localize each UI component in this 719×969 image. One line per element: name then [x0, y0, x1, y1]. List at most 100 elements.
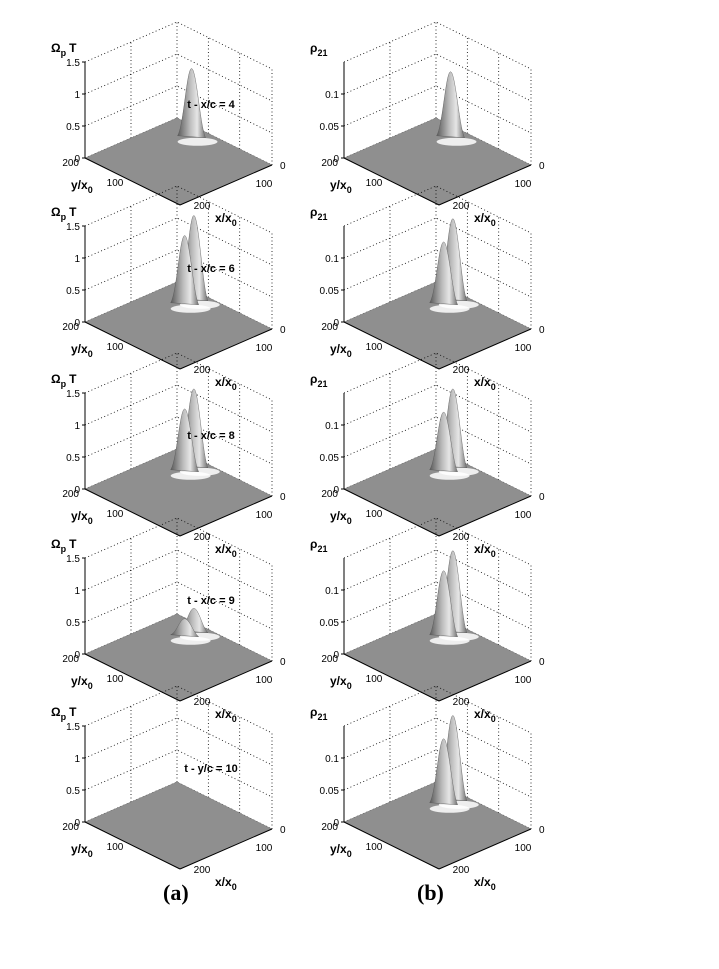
- peak-shadow: [429, 636, 470, 645]
- z-tick-label: 0.05: [320, 618, 340, 629]
- caption-a: (a): [163, 880, 189, 905]
- y-axis-label: y/x0: [71, 842, 93, 859]
- z-tick-label: 0: [74, 154, 80, 165]
- z-tick-label: 0.5: [66, 618, 80, 629]
- x-axis-label: x/x0: [215, 875, 237, 892]
- z-gridline: [343, 53, 532, 102]
- x-tick-label: 0: [280, 657, 286, 668]
- z-tick-label: 0.05: [320, 122, 340, 133]
- z-tick-label: 0.5: [66, 786, 80, 797]
- y-axis: [343, 653, 440, 702]
- surface-panel-b-2: 0 0.05 0.1 ρ21 200 100 y/x0 0 100 200 x/x0: [310, 185, 545, 392]
- y-axis: [84, 821, 181, 870]
- surface-floor: [343, 117, 532, 206]
- y-tick-label: 100: [107, 178, 124, 189]
- z-gridline: [343, 717, 532, 766]
- x-axis: [438, 495, 532, 537]
- y-tick-label: 200: [321, 822, 338, 833]
- z-tick-label: 0.05: [320, 786, 340, 797]
- z-tick-label: 0: [74, 818, 80, 829]
- z-tick-label: 1: [74, 90, 80, 101]
- x-tick-label: 0: [280, 492, 286, 503]
- surface-panel-b-1: 0 0.05 0.1 ρ21 200 100 y/x0 0 100 200 x/x0: [310, 21, 545, 228]
- z-tick-label: 1.5: [66, 222, 80, 233]
- z-tick-label: 0: [333, 318, 339, 329]
- x-axis: [179, 828, 273, 870]
- y-axis-label: y/x0: [330, 178, 352, 195]
- x-tick-label: 100: [256, 843, 273, 854]
- x-axis-label: x/x0: [474, 211, 496, 228]
- peak-shadow: [170, 471, 211, 480]
- y-tick-label: 100: [366, 342, 383, 353]
- y-axis-label: y/x0: [71, 509, 93, 526]
- x-axis-label: x/x0: [474, 542, 496, 559]
- y-axis: [343, 821, 440, 870]
- peak-shadow: [177, 137, 218, 146]
- z-gridline: [343, 549, 532, 598]
- x-tick-label: 100: [515, 675, 532, 686]
- y-tick-label: 100: [366, 674, 383, 685]
- z-axis-label: Ωp T: [51, 537, 77, 554]
- y-axis-label: y/x0: [330, 842, 352, 859]
- x-tick-label: 200: [194, 532, 211, 543]
- y-axis-label: y/x0: [330, 342, 352, 359]
- z-tick-label: 0.5: [66, 122, 80, 133]
- x-tick-label: 100: [256, 510, 273, 521]
- z-gridline: [84, 217, 273, 266]
- z-tick-label: 0: [333, 154, 339, 165]
- x-tick-label: 100: [515, 179, 532, 190]
- z-gridline: [84, 549, 273, 598]
- z-tick-label: 0: [74, 650, 80, 661]
- z-tick-label: 0: [74, 318, 80, 329]
- z-tick-label: 0.5: [66, 286, 80, 297]
- x-axis: [179, 164, 273, 206]
- surface-peak: [170, 618, 200, 637]
- z-axis-label: ρ21: [310, 205, 327, 222]
- x-tick-label: 200: [453, 201, 470, 212]
- surface-peak: [429, 241, 458, 305]
- y-tick-label: 200: [62, 158, 79, 169]
- x-tick-label: 100: [256, 343, 273, 354]
- z-gridline: [343, 21, 532, 70]
- x-tick-label: 200: [194, 697, 211, 708]
- x-tick-label: 0: [539, 161, 545, 172]
- y-axis: [84, 488, 181, 537]
- peak-shadow: [429, 804, 470, 813]
- z-tick-label: 0.5: [66, 453, 80, 464]
- y-tick-label: 100: [366, 509, 383, 520]
- z-axis-label: Ωp T: [51, 705, 77, 722]
- surface-floor: [84, 117, 273, 206]
- surface-floor: [84, 781, 273, 870]
- x-axis-label: x/x0: [474, 875, 496, 892]
- panel-title: t - x/c = 4: [187, 99, 235, 111]
- y-tick-label: 100: [366, 842, 383, 853]
- x-tick-label: 0: [539, 657, 545, 668]
- x-tick-label: 200: [453, 365, 470, 376]
- surface-peak: [429, 411, 458, 472]
- peak-shadow: [436, 137, 477, 146]
- z-gridline: [84, 384, 273, 433]
- x-axis-label: x/x0: [474, 375, 496, 392]
- z-gridline: [84, 21, 273, 70]
- x-axis: [179, 660, 273, 702]
- z-gridline: [343, 217, 532, 266]
- y-tick-label: 200: [62, 822, 79, 833]
- peak-shadow: [429, 471, 470, 480]
- z-axis-label: ρ21: [310, 705, 327, 722]
- x-axis-label: x/x0: [215, 707, 237, 724]
- z-tick-label: 0: [333, 650, 339, 661]
- y-axis-label: y/x0: [330, 509, 352, 526]
- x-axis: [438, 164, 532, 206]
- z-tick-label: 0.1: [325, 90, 339, 101]
- y-tick-label: 100: [107, 342, 124, 353]
- x-axis: [438, 328, 532, 370]
- x-tick-label: 100: [515, 510, 532, 521]
- x-axis-label: x/x0: [215, 211, 237, 228]
- surface-panel-b-5: 0 0.05 0.1 ρ21 200 100 y/x0 0 100 200 x/x0: [310, 685, 545, 892]
- z-gridline: [343, 384, 532, 433]
- z-tick-label: 1: [74, 754, 80, 765]
